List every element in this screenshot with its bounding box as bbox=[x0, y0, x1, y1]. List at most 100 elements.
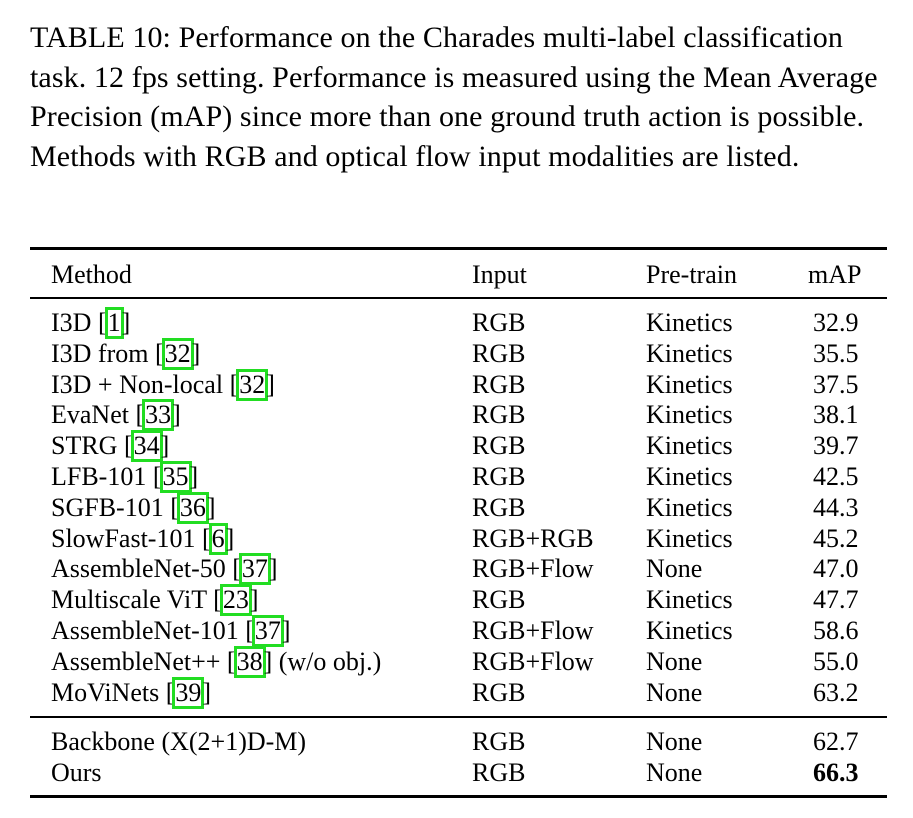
citation-close-bracket: ] bbox=[191, 338, 201, 368]
table-caption: TABLE 10: Performance on the Charades mu… bbox=[30, 21, 878, 173]
method-name: STRG bbox=[51, 431, 118, 461]
pretrain-cell: Kinetics bbox=[646, 338, 733, 368]
input-cell: RGB bbox=[472, 431, 526, 461]
map-cell: 37.5 bbox=[813, 369, 859, 399]
map-cell: 39.7 bbox=[813, 431, 859, 461]
method-cell: AssembleNet++ [38] (w/o obj.) bbox=[51, 645, 382, 678]
table-bottom-rule bbox=[30, 795, 887, 798]
table-row: I3D [1] RGB Kinetics 32.9 bbox=[0, 307, 913, 339]
pretrain-cell: Kinetics bbox=[646, 308, 733, 337]
citation-open-bracket: [ bbox=[135, 400, 145, 430]
table-row: EvaNet [33] RGB Kinetics 38.1 bbox=[0, 399, 913, 432]
citation-link[interactable]: 38 bbox=[233, 645, 266, 678]
citation-link[interactable]: 37 bbox=[251, 615, 284, 647]
header-map: mAP bbox=[808, 260, 862, 289]
citation-link[interactable]: 37 bbox=[238, 553, 271, 586]
citation-close-bracket: ] bbox=[249, 585, 259, 615]
pretrain-cell: None bbox=[646, 646, 703, 676]
citation-link[interactable]: 33 bbox=[142, 399, 175, 432]
input-cell: RGB+RGB bbox=[472, 523, 594, 553]
citation-link[interactable]: 35 bbox=[159, 461, 192, 493]
method-cell: Multiscale ViT [23] bbox=[51, 584, 259, 617]
citation-open-bracket: [ bbox=[170, 492, 179, 522]
table-row: SGFB-101 [36] RGB Kinetics 44.3 bbox=[0, 491, 913, 524]
method-cell: I3D from [32] bbox=[51, 337, 201, 370]
citation-link[interactable]: 34 bbox=[130, 430, 163, 463]
header-pretrain: Pre-train bbox=[646, 260, 737, 289]
header-method: Method bbox=[51, 260, 132, 289]
map-cell: 35.5 bbox=[813, 338, 859, 368]
input-cell: RGB bbox=[472, 308, 526, 337]
citation-open-bracket: [ bbox=[123, 431, 133, 461]
map-cell: 63.2 bbox=[813, 677, 859, 707]
table-row: AssembleNet-50 [37] RGB+Flow None 47.0 bbox=[0, 553, 913, 586]
method-suffix: (w/o obj.) bbox=[278, 646, 382, 676]
map-cell: 47.7 bbox=[813, 585, 859, 615]
pretrain-cell: Kinetics bbox=[646, 369, 733, 399]
method-cell: STRG [34] bbox=[51, 430, 170, 463]
citation-close-bracket: ] bbox=[189, 462, 199, 491]
citation-link[interactable]: 32 bbox=[161, 337, 194, 370]
citation-open-bracket: [ bbox=[232, 554, 241, 584]
map-cell: 45.2 bbox=[813, 523, 859, 553]
citation-open-bracket: [ bbox=[97, 308, 107, 337]
table-row: LFB-101 [35] RGB Kinetics 42.5 bbox=[0, 461, 913, 493]
input-cell: RGB bbox=[472, 462, 526, 491]
map-cell: 66.3 bbox=[813, 757, 859, 787]
method-name: AssembleNet-50 bbox=[51, 554, 226, 584]
citation-link[interactable]: 36 bbox=[176, 491, 209, 524]
table-row: Ours RGB None 66.3 bbox=[0, 757, 913, 788]
header-input: Input bbox=[472, 260, 527, 289]
method-cell: AssembleNet-50 [37] bbox=[51, 553, 278, 586]
citation-open-bracket: [ bbox=[154, 338, 164, 368]
citation-open-bracket: [ bbox=[213, 585, 222, 615]
table-header-rule bbox=[30, 297, 887, 299]
pretrain-cell: Kinetics bbox=[646, 585, 733, 615]
citation-close-bracket: ] bbox=[266, 369, 275, 399]
pretrain-cell: Kinetics bbox=[646, 523, 733, 553]
citation-open-bracket: [ bbox=[165, 677, 175, 707]
input-cell: RGB bbox=[472, 727, 526, 756]
map-cell: 32.9 bbox=[813, 308, 859, 337]
citation-link[interactable]: 6 bbox=[208, 522, 228, 555]
method-cell: Backbone (X(2+1)D-M) bbox=[51, 727, 307, 756]
citation-open-bracket: [ bbox=[226, 646, 236, 676]
map-cell: 42.5 bbox=[813, 462, 859, 491]
pretrain-cell: None bbox=[646, 727, 703, 756]
method-name: SGFB-101 bbox=[51, 492, 164, 522]
citation-open-bracket: [ bbox=[152, 462, 162, 491]
input-cell: RGB bbox=[472, 400, 526, 430]
input-cell: RGB+Flow bbox=[472, 554, 594, 584]
method-name: I3D from bbox=[51, 338, 149, 368]
input-cell: RGB bbox=[472, 677, 526, 707]
citation-close-bracket: ] bbox=[121, 308, 131, 337]
citation-link[interactable]: 32 bbox=[236, 368, 269, 401]
method-name: MoViNets bbox=[51, 677, 160, 707]
method-cell: SGFB-101 [36] bbox=[51, 491, 216, 524]
pretrain-cell: None bbox=[646, 757, 703, 787]
map-cell: 47.0 bbox=[813, 554, 859, 584]
citation-open-bracket: [ bbox=[201, 523, 211, 553]
citation-close-bracket: ] bbox=[160, 431, 170, 461]
table-row: SlowFast-101 [6] RGB+RGB Kinetics 45.2 bbox=[0, 522, 913, 555]
input-cell: RGB bbox=[472, 369, 526, 399]
table-row: AssembleNet-101 [37] RGB+Flow Kinetics 58.6 bbox=[0, 615, 913, 647]
method-cell: Ours bbox=[51, 757, 102, 787]
citation-link[interactable]: 1 bbox=[104, 307, 124, 339]
method-name: Multiscale ViT bbox=[51, 585, 207, 615]
method-name: AssembleNet++ bbox=[51, 646, 221, 676]
method-cell: I3D + Non-local [32] bbox=[51, 368, 275, 401]
pretrain-cell: Kinetics bbox=[646, 400, 733, 430]
citation-link[interactable]: 23 bbox=[219, 584, 252, 617]
table-row: Multiscale ViT [23] RGB Kinetics 47.7 bbox=[0, 584, 913, 617]
method-name: SlowFast-101 bbox=[51, 523, 196, 553]
pretrain-cell: Kinetics bbox=[646, 616, 733, 645]
table-row: STRG [34] RGB Kinetics 39.7 bbox=[0, 430, 913, 463]
input-cell: RGB bbox=[472, 492, 526, 522]
table-mid-rule bbox=[30, 716, 887, 718]
pretrain-cell: Kinetics bbox=[646, 492, 733, 522]
method-name: AssembleNet-101 bbox=[51, 616, 239, 645]
citation-link[interactable]: 39 bbox=[172, 676, 205, 709]
table-row: I3D + Non-local [32] RGB Kinetics 37.5 bbox=[0, 368, 913, 401]
input-cell: RGB bbox=[472, 757, 526, 787]
